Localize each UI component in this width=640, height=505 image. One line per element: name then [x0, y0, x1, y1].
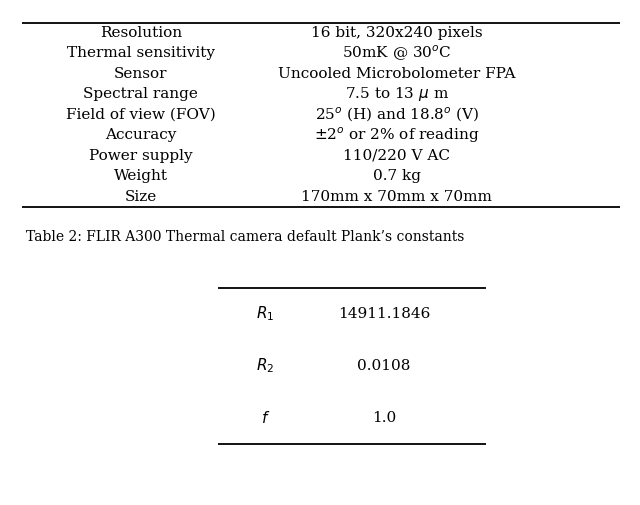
Text: Weight: Weight	[114, 169, 168, 183]
Text: Spectral range: Spectral range	[83, 87, 198, 102]
Text: 50mK @ 30$^o$C: 50mK @ 30$^o$C	[342, 44, 452, 63]
Text: Thermal sensitivity: Thermal sensitivity	[67, 46, 215, 61]
Text: Field of view (FOV): Field of view (FOV)	[66, 108, 216, 122]
Text: 14911.1846: 14911.1846	[338, 307, 430, 321]
Text: Resolution: Resolution	[100, 26, 182, 40]
Text: Power supply: Power supply	[89, 149, 193, 163]
Text: $\pm$2$^o$ or 2% of reading: $\pm$2$^o$ or 2% of reading	[314, 126, 479, 145]
Text: Uncooled Microbolometer FPA: Uncooled Microbolometer FPA	[278, 67, 516, 81]
Text: 7.5 to 13 $\mu$ m: 7.5 to 13 $\mu$ m	[345, 85, 449, 104]
Text: $R_1$: $R_1$	[257, 305, 275, 323]
Text: 16 bit, 320x240 pixels: 16 bit, 320x240 pixels	[311, 26, 483, 40]
Text: 0.7 kg: 0.7 kg	[372, 169, 421, 183]
Text: $f$: $f$	[261, 410, 270, 426]
Text: $R_2$: $R_2$	[257, 357, 275, 376]
Text: 110/220 V AC: 110/220 V AC	[343, 149, 451, 163]
Text: Table 2: FLIR A300 Thermal camera default Plank’s constants: Table 2: FLIR A300 Thermal camera defaul…	[26, 230, 464, 244]
Text: Size: Size	[125, 190, 157, 204]
Text: 25$^o$ (H) and 18.8$^o$ (V): 25$^o$ (H) and 18.8$^o$ (V)	[315, 106, 479, 124]
Text: Sensor: Sensor	[114, 67, 168, 81]
Text: 170mm x 70mm x 70mm: 170mm x 70mm x 70mm	[301, 190, 492, 204]
Text: 1.0: 1.0	[372, 411, 396, 425]
Text: Accuracy: Accuracy	[105, 128, 177, 142]
Text: 0.0108: 0.0108	[357, 359, 411, 373]
